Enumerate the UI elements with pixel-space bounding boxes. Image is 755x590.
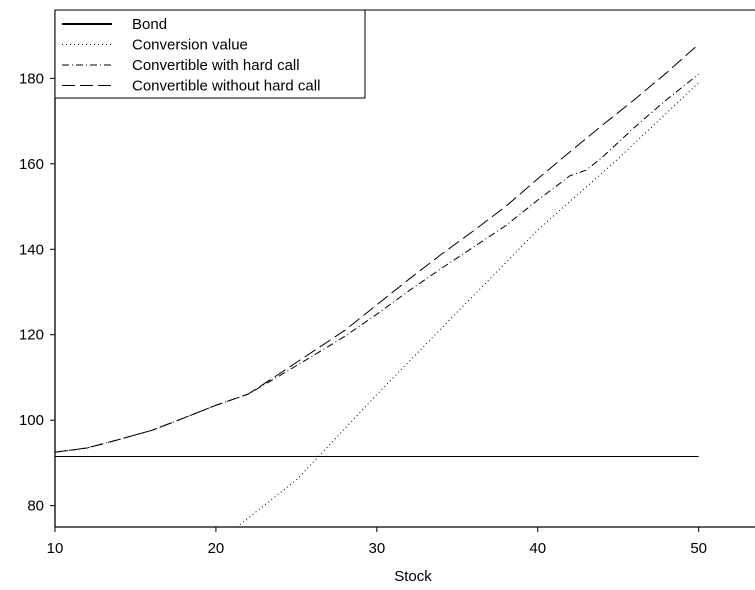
y-tick-label: 140 — [19, 241, 44, 258]
x-tick-label: 40 — [529, 540, 546, 557]
y-tick-label: 160 — [19, 156, 44, 173]
y-tick-label: 180 — [19, 70, 44, 87]
series-line-convertible-without-hard-call — [54, 43, 700, 453]
x-tick-label: 50 — [690, 540, 707, 557]
x-tick-label: 10 — [47, 540, 64, 557]
series-line-conversion-value — [236, 82, 700, 528]
series-layer — [54, 43, 700, 528]
series-line-convertible-with-hard-call — [54, 73, 699, 453]
y-tick-label: 120 — [19, 327, 44, 344]
x-axis-title: Stock — [394, 568, 432, 585]
x-axis-ticks: 10 20 30 40 50 — [47, 527, 707, 557]
y-tick-label: 100 — [19, 412, 44, 429]
legend-label: Convertible without hard call — [132, 78, 320, 95]
legend: Bond Conversion value Convertible with har… — [54, 9, 366, 99]
y-tick-label: 80 — [27, 498, 44, 515]
legend-label: Convertible with hard call — [132, 57, 300, 74]
x-tick-label: 20 — [208, 540, 225, 557]
legend-label: Bond — [132, 16, 167, 33]
y-axis-ticks: 80 100 120 140 160 180 — [19, 70, 55, 515]
legend-label: Conversion value — [132, 37, 248, 54]
x-tick-label: 30 — [368, 540, 385, 557]
